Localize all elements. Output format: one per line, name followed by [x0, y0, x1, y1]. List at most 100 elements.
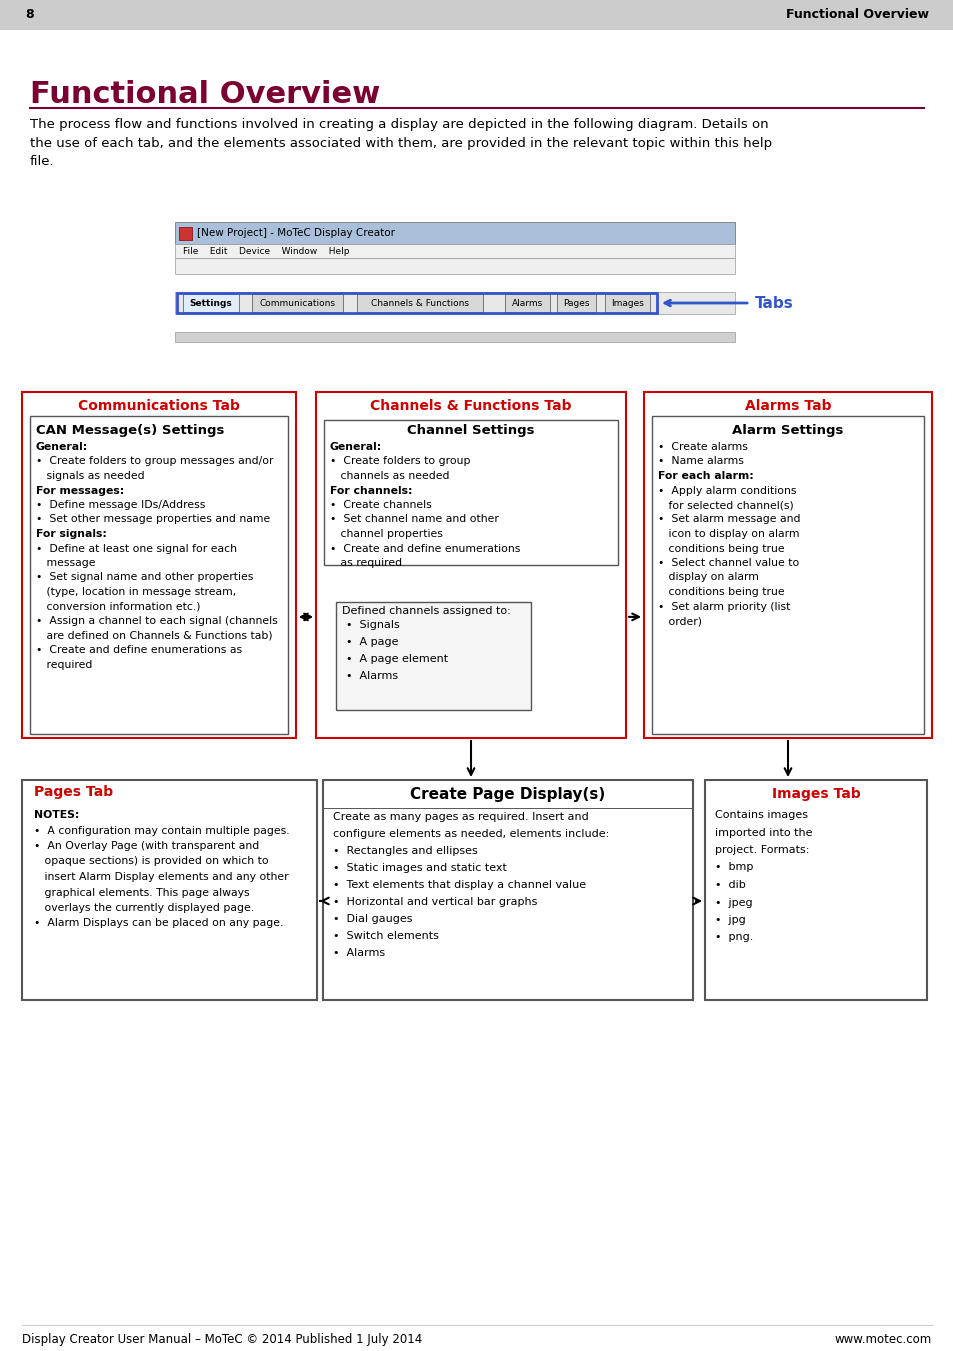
- Text: •  Define at least one signal for each: • Define at least one signal for each: [36, 543, 236, 554]
- Text: •  Assign a channel to each signal (channels: • Assign a channel to each signal (chann…: [36, 616, 277, 626]
- Text: •  Set channel name and other: • Set channel name and other: [330, 515, 498, 524]
- Text: channel properties: channel properties: [330, 530, 442, 539]
- Text: •  Rectangles and ellipses: • Rectangles and ellipses: [333, 846, 477, 857]
- Text: •  Select channel value to: • Select channel value to: [658, 558, 799, 567]
- Text: •  Set alarm priority (list: • Set alarm priority (list: [658, 601, 789, 612]
- Text: conversion information etc.): conversion information etc.): [36, 601, 200, 612]
- Text: are defined on Channels & Functions tab): are defined on Channels & Functions tab): [36, 631, 273, 640]
- Text: •  Alarm Displays can be placed on any page.: • Alarm Displays can be placed on any pa…: [34, 919, 283, 928]
- Text: conditions being true: conditions being true: [658, 543, 783, 554]
- Text: Display Creator User Manual – MoTeC © 2014 Published 1 July 2014: Display Creator User Manual – MoTeC © 20…: [22, 1333, 422, 1346]
- Text: Functional Overview: Functional Overview: [30, 80, 380, 109]
- Bar: [0, 0, 953, 30]
- Text: •  An Overlay Page (with transparent and: • An Overlay Page (with transparent and: [34, 842, 259, 851]
- Text: •  Create alarms: • Create alarms: [658, 442, 747, 453]
- Text: •  jpg: • jpg: [714, 915, 745, 925]
- Bar: [177, 293, 657, 313]
- Text: Images Tab: Images Tab: [771, 788, 860, 801]
- Text: opaque sections) is provided on which to: opaque sections) is provided on which to: [34, 857, 269, 866]
- Text: icon to display on alarm: icon to display on alarm: [658, 530, 799, 539]
- Bar: [179, 227, 192, 240]
- Text: •  Switch elements: • Switch elements: [333, 931, 438, 942]
- Text: Alarm Settings: Alarm Settings: [732, 424, 842, 436]
- Text: General:: General:: [330, 442, 382, 453]
- Text: Contains images: Contains images: [714, 811, 807, 820]
- Text: graphical elements. This page always: graphical elements. This page always: [34, 888, 250, 897]
- Text: Alarms Tab: Alarms Tab: [744, 399, 830, 413]
- Text: •  Define message IDs/Address: • Define message IDs/Address: [36, 500, 205, 509]
- Text: •  Dial gauges: • Dial gauges: [333, 915, 412, 924]
- Text: •  Set signal name and other properties: • Set signal name and other properties: [36, 573, 253, 582]
- Bar: [174, 222, 734, 245]
- Text: •  dib: • dib: [714, 880, 745, 890]
- Text: Alarms: Alarms: [511, 299, 542, 308]
- Text: •  Create and define enumerations as: • Create and define enumerations as: [36, 644, 242, 655]
- Text: (type, location in message stream,: (type, location in message stream,: [36, 586, 236, 597]
- Text: Channels & Functions Tab: Channels & Functions Tab: [370, 399, 571, 413]
- Text: Communications: Communications: [259, 299, 335, 308]
- Text: •  Text elements that display a channel value: • Text elements that display a channel v…: [333, 880, 585, 890]
- Text: www.motec.com: www.motec.com: [834, 1333, 931, 1346]
- Bar: [22, 392, 295, 738]
- Bar: [324, 420, 618, 565]
- Bar: [504, 295, 549, 312]
- Text: Pages Tab: Pages Tab: [34, 785, 113, 798]
- Text: order): order): [658, 616, 701, 626]
- Text: NOTES:: NOTES:: [34, 811, 79, 820]
- Text: signals as needed: signals as needed: [36, 471, 145, 481]
- Text: File    Edit    Device    Window    Help: File Edit Device Window Help: [183, 246, 349, 255]
- Text: •  Create folders to group messages and/or: • Create folders to group messages and/o…: [36, 457, 274, 466]
- Text: •  Set alarm message and: • Set alarm message and: [658, 515, 800, 524]
- Text: •  Alarms: • Alarms: [346, 671, 397, 681]
- Text: •  Create channels: • Create channels: [330, 500, 432, 509]
- Text: conditions being true: conditions being true: [658, 586, 783, 597]
- Bar: [183, 295, 239, 312]
- Bar: [174, 258, 734, 274]
- Bar: [22, 780, 316, 1000]
- Text: •  A configuration may contain multiple pages.: • A configuration may contain multiple p…: [34, 825, 290, 835]
- Text: For messages:: For messages:: [36, 485, 124, 496]
- Text: •  Set other message properties and name: • Set other message properties and name: [36, 515, 270, 524]
- Text: [New Project] - MoTeC Display Creator: [New Project] - MoTeC Display Creator: [196, 228, 395, 238]
- Text: configure elements as needed, elements include:: configure elements as needed, elements i…: [333, 830, 609, 839]
- Text: •  Horizontal and vertical bar graphs: • Horizontal and vertical bar graphs: [333, 897, 537, 907]
- Bar: [252, 295, 343, 312]
- Text: For signals:: For signals:: [36, 530, 107, 539]
- Text: insert Alarm Display elements and any other: insert Alarm Display elements and any ot…: [34, 871, 289, 882]
- Text: Channel Settings: Channel Settings: [407, 424, 535, 436]
- Bar: [651, 416, 923, 734]
- Bar: [356, 295, 482, 312]
- Text: •  png.: • png.: [714, 932, 753, 943]
- Bar: [30, 416, 288, 734]
- Text: CAN Message(s) Settings: CAN Message(s) Settings: [36, 424, 224, 436]
- Text: Settings: Settings: [190, 299, 233, 308]
- Text: •  Signals: • Signals: [346, 620, 399, 630]
- Text: message: message: [36, 558, 95, 567]
- Text: •  bmp: • bmp: [714, 862, 753, 873]
- Bar: [174, 245, 734, 258]
- Text: Communications Tab: Communications Tab: [78, 399, 240, 413]
- Text: •  jpeg: • jpeg: [714, 897, 752, 908]
- Text: Channels & Functions: Channels & Functions: [371, 299, 469, 308]
- Bar: [704, 780, 926, 1000]
- Text: overlays the currently displayed page.: overlays the currently displayed page.: [34, 902, 253, 913]
- Text: For each alarm:: For each alarm:: [658, 471, 753, 481]
- Text: •  Create and define enumerations: • Create and define enumerations: [330, 543, 519, 554]
- Text: Create Page Display(s): Create Page Display(s): [410, 786, 605, 801]
- Text: channels as needed: channels as needed: [330, 471, 449, 481]
- Bar: [643, 392, 931, 738]
- Text: •  Static images and static text: • Static images and static text: [333, 863, 506, 873]
- Text: Create as many pages as required. Insert and: Create as many pages as required. Insert…: [333, 812, 588, 821]
- Bar: [174, 292, 734, 313]
- Text: Defined channels assigned to:: Defined channels assigned to:: [341, 607, 510, 616]
- Text: •  Name alarms: • Name alarms: [658, 457, 743, 466]
- Text: •  A page: • A page: [346, 638, 398, 647]
- Text: required: required: [36, 659, 92, 670]
- Text: Tabs: Tabs: [754, 296, 793, 311]
- Text: as required: as required: [330, 558, 402, 567]
- Text: •  Apply alarm conditions: • Apply alarm conditions: [658, 485, 796, 496]
- Bar: [315, 392, 625, 738]
- Text: 8: 8: [25, 8, 33, 22]
- Bar: [174, 332, 734, 342]
- Text: The process flow and functions involved in creating a display are depicted in th: The process flow and functions involved …: [30, 118, 771, 168]
